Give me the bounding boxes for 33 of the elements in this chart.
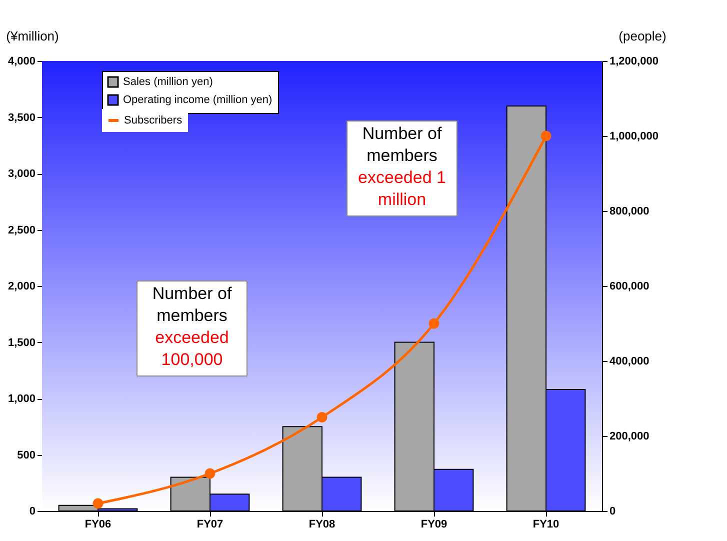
legend-label: Operating income (million yen) (123, 94, 272, 106)
legend-label: Sales (million yen) (123, 76, 213, 88)
y-tick-label: 500 (17, 449, 36, 462)
x-tick-label: FY10 (532, 518, 560, 530)
point (428, 318, 440, 329)
y2-tick-label: 1,000,000 (610, 130, 658, 142)
y-tick-label: 4,000 (8, 56, 36, 68)
y-tick-label: 3,500 (8, 112, 36, 124)
y-tick-label: 2,000 (8, 280, 36, 292)
y-tick-label: 2,500 (8, 224, 36, 236)
y-tick-label: 3,000 (8, 168, 36, 180)
y2-tick-label: 600,000 (610, 280, 650, 292)
y-tick-label: 0 (29, 506, 36, 518)
point (204, 468, 216, 479)
point (92, 498, 104, 509)
point (540, 130, 552, 142)
x-tick-label: FY08 (308, 518, 336, 530)
annotation: Number of members exceeded 1 million (358, 124, 446, 209)
y2-tick-label: 200,000 (610, 430, 650, 442)
y2-tick-label: 800,000 (610, 206, 650, 218)
annotation: Number of members exceeded 100,000 (152, 284, 232, 369)
y2-tick-label: 1,200,000 (610, 56, 658, 68)
legend-label: Subscribers (124, 114, 183, 126)
y-tick-label: 1,500 (8, 336, 36, 349)
x-tick-label: FY07 (196, 518, 224, 530)
y-tick-label: 1,000 (8, 393, 36, 405)
x-tick-label: FY09 (420, 518, 448, 530)
y-axis-title: (¥million) (6, 28, 59, 44)
y2-tick-label: 0 (610, 506, 616, 518)
y2-axis-title: (people) (618, 28, 666, 44)
x-tick-label: FY06 (84, 518, 112, 530)
y2-tick-label: 400,000 (610, 356, 650, 368)
point (316, 412, 328, 422)
